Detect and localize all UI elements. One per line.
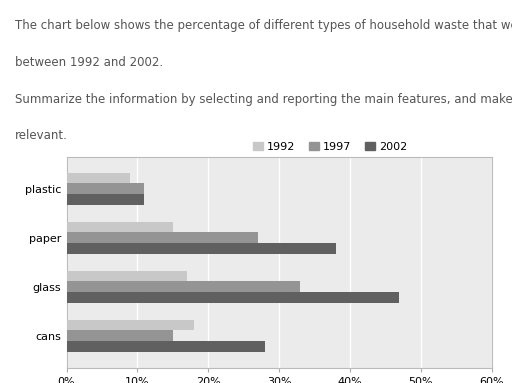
Text: Summarize the information by selecting and reporting the main features, and make: Summarize the information by selecting a… xyxy=(15,93,512,106)
Bar xyxy=(67,194,144,205)
Bar xyxy=(67,271,187,282)
Bar xyxy=(67,232,258,243)
Bar xyxy=(67,183,144,194)
Bar xyxy=(67,282,300,292)
Text: The chart below shows the percentage of different types of household waste that : The chart below shows the percentage of … xyxy=(15,19,512,32)
Bar xyxy=(67,320,194,331)
Bar xyxy=(67,331,173,341)
Text: relevant.: relevant. xyxy=(15,129,68,142)
Legend: 1992, 1997, 2002: 1992, 1997, 2002 xyxy=(248,137,412,156)
Bar xyxy=(67,341,265,352)
Bar xyxy=(67,173,130,183)
Bar xyxy=(67,243,336,254)
Text: between 1992 and 2002.: between 1992 and 2002. xyxy=(15,56,163,69)
Bar xyxy=(67,222,173,232)
Bar xyxy=(67,292,399,303)
